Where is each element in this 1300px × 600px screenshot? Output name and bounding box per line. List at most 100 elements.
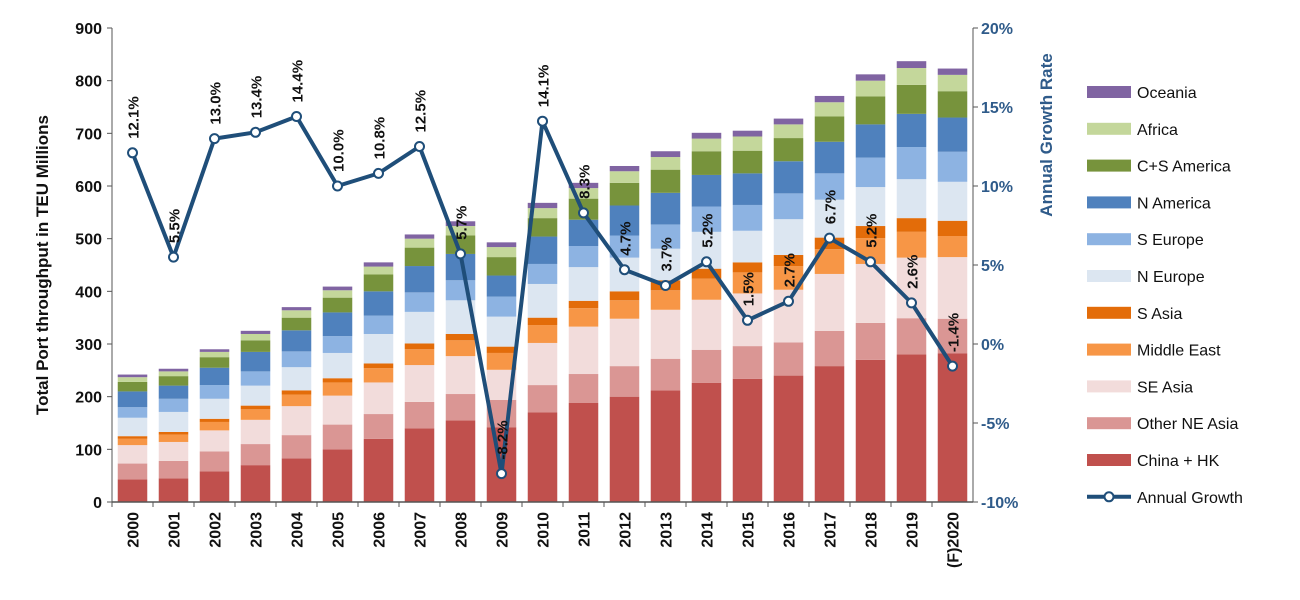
bar-china-hk-2019 (896, 354, 927, 502)
growth-point-2018 (865, 256, 876, 268)
bar-c-s-america-2012 (609, 182, 640, 206)
bar-oceania-2000 (117, 374, 148, 378)
bar-s-asia-2001 (158, 431, 189, 435)
bar-n-europe-2006 (363, 333, 394, 364)
y2-axis-title: Annual Growth Rate (1037, 53, 1056, 216)
bar-africa-2003 (240, 333, 271, 341)
bar-s-europe-2008 (445, 280, 476, 301)
bar-china-hk-2010 (527, 412, 558, 502)
bar-s-europe-2019 (896, 147, 927, 180)
bar-n-europe-2019 (896, 179, 927, 219)
y-tick-label: 100 (75, 442, 102, 459)
growth-point-2011 (578, 207, 589, 219)
bar-n-america-2019 (896, 113, 927, 148)
bar-n-america-2012 (609, 205, 640, 236)
y-tick-label: 200 (75, 390, 102, 407)
bar-other-ne-asia-2016 (773, 342, 804, 376)
bar-s-europe-2006 (363, 315, 394, 334)
bar-other-ne-asia-2011 (568, 374, 599, 403)
bar-c-s-america-2016 (773, 138, 804, 162)
bar-africa-2014 (691, 138, 722, 152)
legend-swatch (1087, 270, 1131, 282)
bar-oceania-2018 (855, 74, 886, 81)
x-tick-label-2012: 2012 (618, 512, 635, 548)
bar-se-asia-2007 (404, 365, 435, 402)
bar-middle-east-2002 (199, 421, 230, 431)
x-tick-label-2018: 2018 (864, 512, 881, 548)
bar-africa-2000 (117, 377, 148, 382)
bar-middle-east-2008 (445, 340, 476, 357)
legend-label: China + HK (1137, 453, 1220, 470)
legend-item-se-asia: SE Asia (1087, 379, 1193, 396)
bar-n-america-2018 (855, 124, 886, 158)
bar-africa-2016 (773, 124, 804, 139)
bar-china-hk-2011 (568, 402, 599, 502)
bar-africa-2017 (814, 102, 845, 117)
bar-c-s-america-2015 (732, 150, 763, 174)
legend-swatch (1087, 159, 1131, 172)
legend-label: Africa (1137, 122, 1178, 139)
growth-label-2008: 5.7% (454, 206, 471, 240)
growth-point-2008 (455, 248, 466, 260)
y-tick-label: 900 (75, 21, 102, 38)
legend-item-other-ne-asia: Other NE Asia (1087, 416, 1238, 433)
y2-tick-label: 5% (981, 258, 1004, 275)
growth-point-2013 (660, 280, 671, 291)
bar-se-asia-2014 (691, 299, 722, 350)
bar-c-s-america-2010 (527, 218, 558, 237)
bar-middle-east-2006 (363, 368, 394, 383)
x-tick-label-2001: 2001 (167, 512, 184, 548)
bar-se-asia-2011 (568, 326, 599, 375)
y-tick-label: 700 (75, 126, 102, 143)
bar-s-europe-2011 (568, 246, 599, 268)
bar-middle-east-2011 (568, 308, 599, 327)
growth-label-2010: 14.1% (536, 65, 553, 108)
legend-label: C+S America (1137, 159, 1231, 176)
bar-se-asia-2003 (240, 419, 271, 445)
bar-c-s-america-2002 (199, 357, 230, 368)
bar-n-europe-2001 (158, 411, 189, 432)
legend-item-n-america: N America (1087, 195, 1211, 212)
bar-other-ne-asia-2019 (896, 318, 927, 355)
bar-c-s-america-2019 (896, 84, 927, 114)
y-tick-label: 800 (75, 74, 102, 91)
growth-point-f-2020 (947, 360, 958, 372)
bar-china-hk-2016 (773, 375, 804, 502)
bar-other-ne-asia-2010 (527, 385, 558, 413)
bar-s-asia-2008 (445, 333, 476, 341)
growth-point-2015 (742, 314, 753, 326)
x-tick-label-2014: 2014 (700, 512, 717, 548)
y-axis-title: Total Port throughput in TEU Millions (33, 115, 52, 415)
bar-s-asia-2010 (527, 317, 558, 326)
legend-item-n-europe: N Europe (1087, 269, 1205, 286)
bar-oceania-2001 (158, 368, 189, 372)
growth-point-2002 (209, 133, 220, 145)
bar-n-america-2011 (568, 219, 599, 247)
bar-se-asia-2001 (158, 441, 189, 461)
bar-other-ne-asia-2005 (322, 424, 353, 450)
bar-se-asia-2006 (363, 382, 394, 415)
bar-s-europe-2009 (486, 296, 517, 317)
growth-point-2007 (414, 141, 425, 152)
bar-n-america-2006 (363, 291, 394, 316)
growth-label-2014: 5.2% (700, 214, 717, 248)
bar-china-hk-2014 (691, 382, 722, 502)
growth-label-2018: 5.2% (864, 214, 881, 248)
bar-c-s-america-2001 (158, 376, 189, 386)
y2-tick-label: 20% (981, 21, 1013, 38)
bar-s-europe-2004 (281, 351, 312, 368)
growth-label-2017: 6.7% (823, 190, 840, 224)
growth-label-2006: 10.8% (372, 117, 389, 160)
bar-c-s-america-2014 (691, 151, 722, 175)
bar-s-europe-2010 (527, 263, 558, 284)
x-tick-label-2000: 2000 (126, 512, 143, 548)
bar-middle-east-2019 (896, 231, 927, 258)
bar-middle-east-2000 (117, 438, 148, 446)
y2-tick-label: 15% (981, 100, 1013, 117)
y-tick-label: 0 (93, 495, 102, 512)
bar-s-europe-2012 (609, 235, 640, 258)
legend-swatch (1087, 86, 1131, 98)
bar-s-asia-2015 (732, 262, 763, 273)
legend-item-africa: Africa (1087, 122, 1178, 139)
bar-africa-2009 (486, 247, 517, 258)
